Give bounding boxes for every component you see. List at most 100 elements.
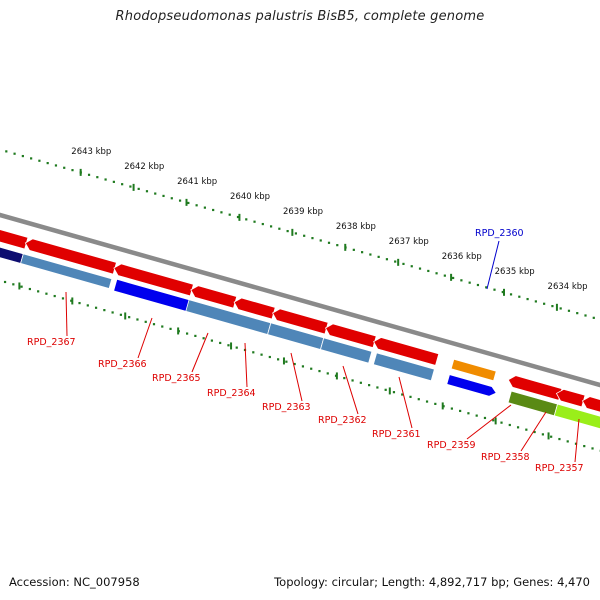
tick-dot [54, 164, 58, 167]
tick-dot [574, 442, 578, 445]
tick-dot [509, 293, 513, 296]
tick-dot [443, 274, 446, 277]
gene-feature [450, 358, 497, 382]
scale-label: 2643 kbp [71, 147, 111, 157]
tick-dot [483, 416, 487, 420]
tick-dot [63, 166, 66, 169]
tick-dot [492, 419, 495, 422]
tick-dot [543, 302, 546, 305]
tick-dot [236, 215, 240, 219]
inner-scale-track [3, 280, 600, 452]
tick-dot [336, 244, 339, 247]
gene-label-leader [398, 376, 413, 429]
gene-label-leader [342, 365, 359, 415]
tick-dot [459, 409, 462, 413]
scale-label: 2640 kbp [230, 192, 270, 202]
tick-dot [13, 152, 16, 155]
gene-label: RPD_2358 [481, 452, 530, 463]
tick-dot [220, 211, 223, 214]
gene-feature [20, 253, 113, 290]
genome-title: Rhodopseudomonas palustris BisB5, comple… [115, 9, 485, 24]
tick-dot [278, 227, 281, 230]
tick-dot [450, 407, 453, 410]
tick-dot [485, 286, 488, 289]
tick-dot [152, 323, 156, 326]
gene-label-leader [137, 317, 153, 359]
tick-dot [261, 222, 264, 226]
tick-dot [583, 444, 586, 448]
gene-label-leader [191, 332, 209, 373]
tick-dot [194, 334, 197, 338]
topology-label: Topology: circular; Length: 4,892,717 bp… [274, 575, 590, 589]
tick-dot [460, 279, 463, 282]
gene-feature [319, 337, 373, 364]
tick-dot [376, 386, 379, 389]
tick-dot [260, 353, 263, 356]
tick-dot [37, 290, 40, 293]
tick-dot [468, 281, 471, 284]
scale-label: 2641 kbp [177, 177, 217, 187]
outer-scale-track [5, 150, 595, 319]
tick-dot [518, 295, 521, 298]
tick-dot [385, 258, 389, 261]
tick-dot [352, 248, 355, 251]
tick-dot [128, 316, 131, 319]
tick-dot [500, 421, 503, 424]
tick-dot [475, 414, 478, 417]
scale-label: 2634 kbp [548, 282, 588, 292]
tick-dot [129, 185, 132, 188]
tick-dot [286, 229, 289, 233]
tick-dot [425, 400, 429, 403]
gene-feature [581, 396, 600, 413]
tick-dot [28, 287, 31, 291]
tick-dot [219, 341, 222, 345]
tick-dot [550, 435, 553, 438]
tick-dot [303, 234, 306, 237]
tick-dot [277, 358, 280, 361]
gene-feature [446, 374, 497, 397]
tick-dot [144, 320, 147, 323]
scale-label: 2637 kbp [389, 237, 429, 247]
tick-dot [310, 367, 313, 370]
tick-dot [61, 297, 65, 300]
tick-dot [96, 176, 99, 179]
tick-dot [202, 337, 205, 340]
tick-dot [104, 178, 107, 181]
gene-features [0, 229, 600, 430]
tick-dot [227, 344, 230, 347]
tick-dot [508, 423, 511, 427]
tick-dot [327, 241, 331, 244]
tick-dot [87, 173, 91, 176]
gene-label-leader [574, 418, 580, 463]
tick-dot [293, 362, 296, 366]
tick-dot [253, 220, 256, 223]
tick-dot [53, 294, 56, 298]
tick-dot [476, 283, 480, 287]
gene-label: RPD_2363 [262, 402, 311, 413]
tick-dot [401, 393, 404, 396]
gene-feature [555, 388, 586, 408]
tick-dot [169, 327, 172, 330]
tick-dot [319, 239, 322, 242]
tick-dot [377, 255, 380, 258]
tick-dot [311, 237, 314, 240]
tick-dot [228, 213, 231, 216]
tick-dot [294, 232, 298, 235]
gene-label-leader [65, 291, 68, 337]
tick-dot [566, 440, 569, 443]
tick-dot [558, 437, 561, 441]
tick-dot [12, 283, 15, 286]
tick-dot [154, 192, 157, 195]
gene-feature [553, 403, 600, 430]
tick-dot [103, 309, 106, 312]
tick-dot [285, 360, 288, 363]
tick-dot [516, 426, 520, 429]
tick-dot [343, 377, 346, 380]
gene-label-leader [520, 411, 547, 452]
tick-dot [526, 297, 529, 301]
tick-dot [136, 318, 139, 321]
tick-dot [94, 306, 98, 309]
scale-labels: 2643 kbp 2642 kbp 2641 kbp 2640 kbp 2639 kbp… [71, 147, 588, 311]
